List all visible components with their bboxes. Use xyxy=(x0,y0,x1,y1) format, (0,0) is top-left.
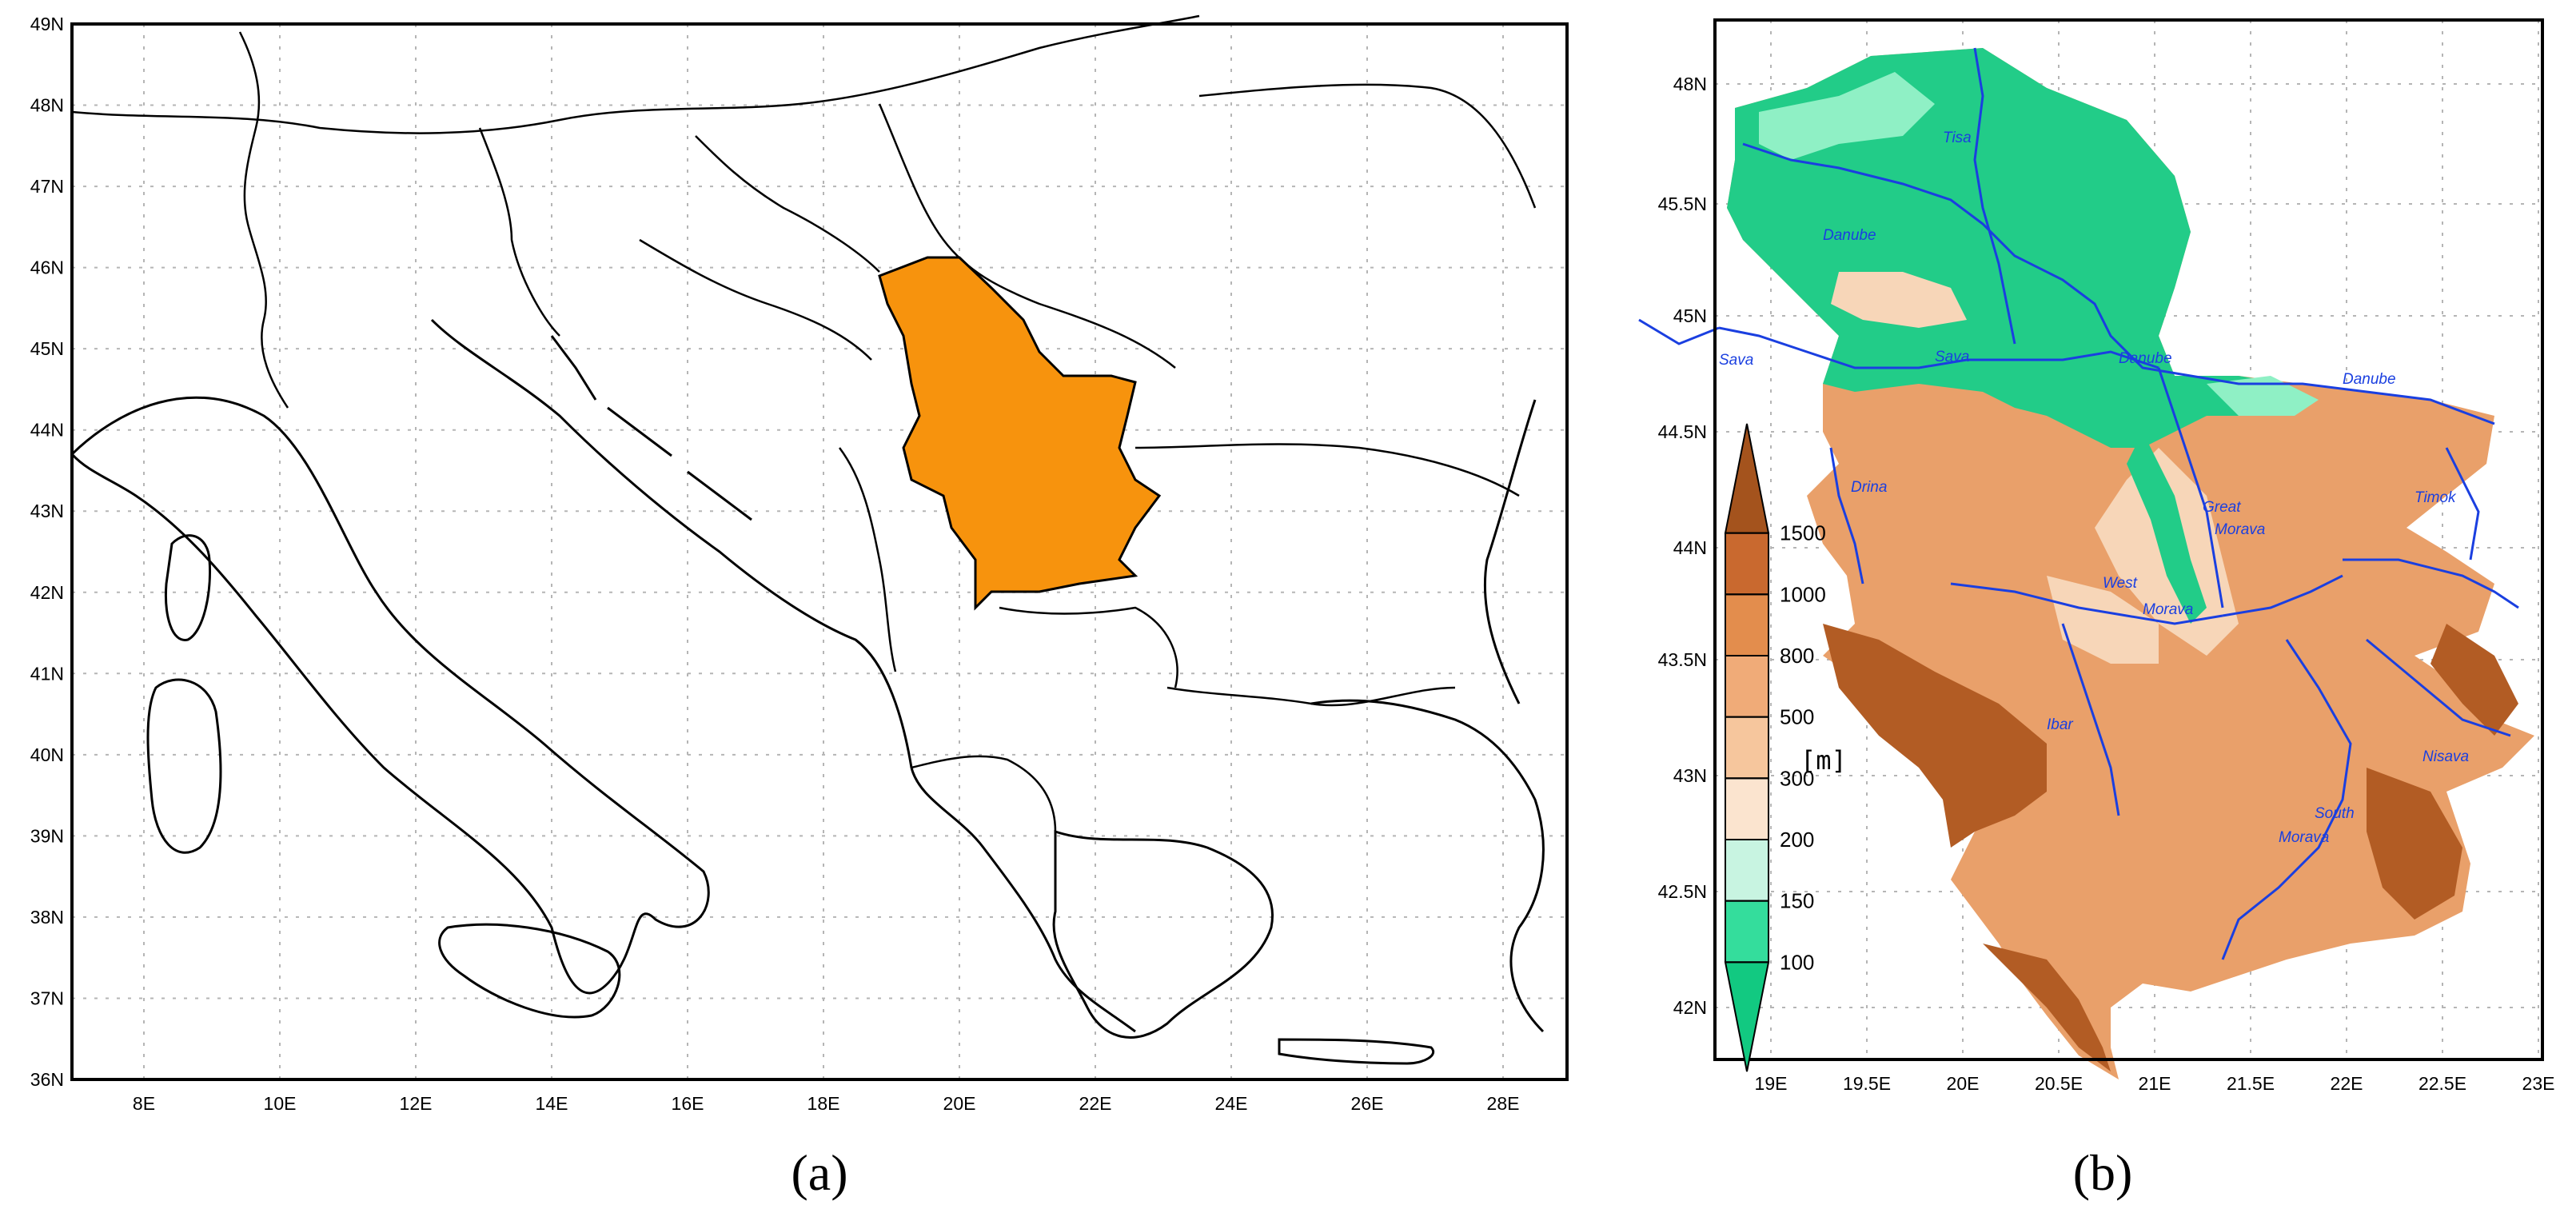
panel-b-frame xyxy=(1713,18,2544,1061)
colorbar-segment xyxy=(1725,777,1769,840)
river-label-west: West xyxy=(2103,575,2138,592)
river-label-south: South xyxy=(2315,805,2355,822)
panel-b-lat-tick: 45.5N xyxy=(1658,194,1707,214)
colorbar-level-label: 1000 xyxy=(1780,582,1826,606)
panel-a-lon-tick: 20E xyxy=(943,1093,976,1114)
panel-b-lat-tick: 43N xyxy=(1673,765,1707,786)
panel-a-map: 49N 48N 47N 46N 45N 44N 43N 42N 41N 40N 39N 38N 37N 3… xyxy=(30,14,1569,1114)
panel-a-lat-tick: 41N xyxy=(30,663,64,684)
panel-a-lon-tick: 12E xyxy=(400,1093,433,1114)
panel-b-lat-tick: 42N xyxy=(1673,997,1707,1018)
colorbar-segment xyxy=(1725,532,1769,596)
river-label-morava-1: Morava xyxy=(2215,521,2265,538)
colorbar-segment xyxy=(1725,839,1769,902)
river-label-danube-1: Danube xyxy=(1823,227,1876,244)
panel-b-lon-tick: 19.5E xyxy=(1843,1073,1891,1094)
panel-b-river-labels: Tisa Danube Sava Sava Danube Danube Drin… xyxy=(1719,130,2469,846)
river-label-nisava: Nisava xyxy=(2422,748,2469,765)
panel-b-lon-tick: 19E xyxy=(1755,1073,1788,1094)
panel-a-lat-tick: 47N xyxy=(30,176,64,197)
river-label-danube-2: Danube xyxy=(2119,350,2172,367)
panel-a-lon-tick: 26E xyxy=(1351,1093,1384,1114)
panel-b-lat-tick: 45N xyxy=(1673,305,1707,326)
colorbar-level-label: 500 xyxy=(1780,705,1814,729)
river-label-sava-2: Sava xyxy=(1935,349,1969,365)
colorbar-segment xyxy=(1724,423,1770,534)
panel-a-lat-tick: 37N xyxy=(30,988,64,1008)
colorbar-segment xyxy=(1725,655,1769,718)
panel-a-lon-tick: 10E xyxy=(264,1093,297,1114)
panel-b-lat-tick: 44.5N xyxy=(1658,421,1707,442)
panel-b-lon-ticks: 19E 19.5E 20E 20.5E 21E 21.5E 22E 22.5E 23E xyxy=(1755,1073,2555,1094)
panel-a-lat-tick: 40N xyxy=(30,744,64,765)
panel-a-lon-tick: 24E xyxy=(1215,1093,1248,1114)
river-label-morava-3: Morava xyxy=(2279,829,2329,846)
colorbar-level-label: 300 xyxy=(1780,766,1814,790)
panel-b-lat-ticks: 48N 45.5N 45N 44.5N 44N 43.5N 43N 42.5N 42N xyxy=(1658,74,1707,1018)
panel-a-frame xyxy=(70,22,1569,1081)
elevation-colorbar: 1500 1000 800 500 300 200 150 100 xyxy=(1724,423,1826,1072)
river-label-morava-2: Morava xyxy=(2143,601,2193,618)
panel-a-lat-tick: 42N xyxy=(30,582,64,603)
panel-a-grid xyxy=(72,24,1567,1079)
panel-a-lon-ticks: 8E 10E 12E 14E 16E 18E 20E 22E 24E 26E 28E xyxy=(133,1093,1520,1114)
river-label-timok: Timok xyxy=(2415,489,2457,506)
colorbar-level-label: 200 xyxy=(1780,828,1814,852)
panel-b-lon-tick: 21.5E xyxy=(2227,1073,2275,1094)
panel-a-lon-tick: 18E xyxy=(807,1093,840,1114)
panel-a-lat-tick: 36N xyxy=(30,1069,64,1090)
river-label-tisa: Tisa xyxy=(1943,130,1972,146)
colorbar-segment xyxy=(1725,593,1769,656)
panel-a-lat-ticks: 49N 48N 47N 46N 45N 44N 43N 42N 41N 40N 39N 38N 37N 3… xyxy=(30,14,64,1090)
panel-a-lat-tick: 44N xyxy=(30,420,64,441)
colorbar-segment xyxy=(1725,716,1769,780)
panel-a-lat-tick: 48N xyxy=(30,95,64,116)
river-label-great: Great xyxy=(2203,499,2241,516)
panel-a-lon-tick: 22E xyxy=(1079,1093,1112,1114)
panel-a-lon-tick: 28E xyxy=(1487,1093,1520,1114)
panel-b-lat-tick: 48N xyxy=(1673,74,1707,94)
river-label-danube-3: Danube xyxy=(2343,371,2396,388)
colorbar-level-label: 800 xyxy=(1780,644,1814,668)
panel-a-lat-tick: 46N xyxy=(30,257,64,278)
panel-a-lon-tick: 14E xyxy=(536,1093,568,1114)
colorbar-segment xyxy=(1725,900,1769,964)
panel-a-coastlines xyxy=(70,318,1545,1065)
panel-b-rivers xyxy=(1638,47,2519,960)
colorbar-unit: [m] xyxy=(1800,745,1847,776)
panel-b-lon-tick: 22.5E xyxy=(2418,1073,2466,1094)
panel-b-lat-tick: 44N xyxy=(1673,537,1707,558)
colorbar-level-label: 150 xyxy=(1780,889,1814,913)
colorbar-segment xyxy=(1724,961,1770,1072)
panel-a-borders xyxy=(71,14,1537,832)
colorbar-level-label: 100 xyxy=(1780,950,1814,974)
panel-a-label: (a) xyxy=(791,1144,847,1201)
panel-b-lat-tick: 43.5N xyxy=(1658,649,1707,670)
panel-a-lat-tick: 39N xyxy=(30,825,64,846)
panel-b-lon-tick: 22E xyxy=(2331,1073,2363,1094)
river-label-ibar: Ibar xyxy=(2047,716,2073,733)
river-label-drina: Drina xyxy=(1851,479,1887,496)
panel-a-lon-tick: 8E xyxy=(133,1093,155,1114)
panel-b-label: (b) xyxy=(2073,1144,2133,1201)
panel-b-lon-tick: 20E xyxy=(1947,1073,1980,1094)
panel-a-lon-tick: 16E xyxy=(672,1093,704,1114)
colorbar-level-label: 1500 xyxy=(1780,521,1826,545)
panel-b-lon-tick: 21E xyxy=(2139,1073,2171,1094)
panel-a-lat-tick: 45N xyxy=(30,338,64,359)
panel-b-lat-tick: 42.5N xyxy=(1658,881,1707,902)
panel-b-lon-tick: 20.5E xyxy=(2035,1073,2083,1094)
panel-a-lat-tick: 38N xyxy=(30,907,64,928)
panel-a-lat-tick: 43N xyxy=(30,501,64,521)
panel-a-serbia-highlight xyxy=(878,256,1162,611)
panel-a-lat-tick: 49N xyxy=(30,14,64,34)
panel-b-lon-tick: 23E xyxy=(2522,1073,2555,1094)
panel-b-map: Tisa Danube Sava Sava Danube Danube Drin… xyxy=(1638,18,2555,1094)
river-label-sava-1: Sava xyxy=(1719,352,1753,369)
